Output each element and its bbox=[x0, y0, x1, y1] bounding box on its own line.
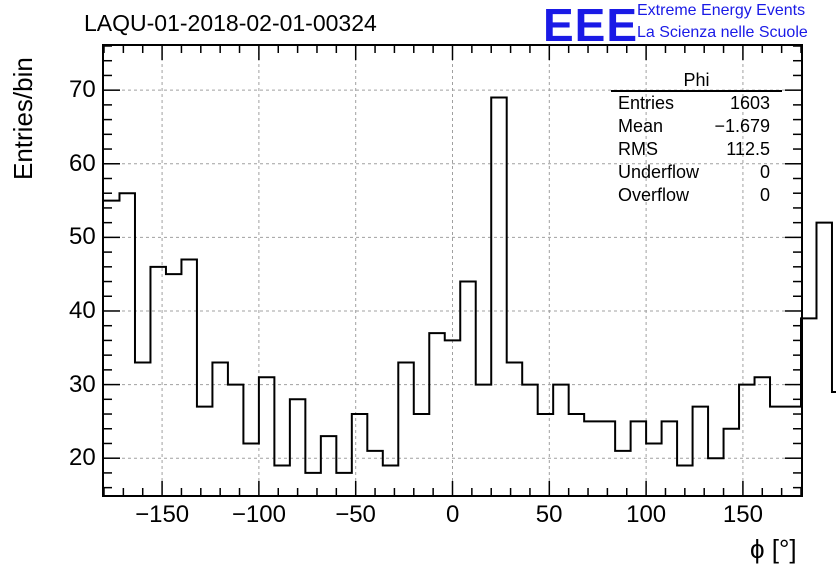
plot-frame bbox=[102, 44, 803, 497]
stats-row-underflow: Underflow 0 bbox=[611, 161, 779, 184]
x-tick-label: 0 bbox=[446, 501, 460, 528]
y-tick-label: 30 bbox=[69, 370, 96, 398]
stats-label: Overflow bbox=[618, 185, 690, 205]
x-tick-label: −100 bbox=[231, 501, 286, 528]
logo-subtitle-line1: Extreme Energy Events bbox=[637, 2, 806, 19]
y-tick-label: 20 bbox=[69, 444, 96, 472]
y-axis-label: Entries/bin bbox=[8, 57, 38, 180]
x-tick-label: 150 bbox=[722, 501, 763, 528]
stats-box: Phi Entries 1603 Mean −1.679 RMS 112.5 U… bbox=[611, 70, 782, 207]
eee-logo: EEE bbox=[543, 0, 639, 51]
x-axis-label: ϕ [°] bbox=[750, 534, 797, 564]
y-tick-label: 40 bbox=[69, 296, 96, 324]
histogram-series bbox=[104, 96, 836, 474]
stats-value: 0 bbox=[759, 185, 770, 205]
x-tick-label: 50 bbox=[535, 501, 563, 528]
x-tick-label: 100 bbox=[626, 501, 667, 528]
stats-title: Phi bbox=[611, 70, 782, 92]
y-tick-label: 60 bbox=[69, 149, 96, 177]
logo-subtitle-line2: La Scienza nelle Scuole bbox=[637, 24, 808, 41]
grid-lines bbox=[104, 46, 801, 495]
stats-label: Underflow bbox=[618, 162, 700, 182]
y-tick-label: 70 bbox=[69, 76, 96, 104]
x-tick-label: −50 bbox=[335, 501, 376, 528]
stats-value: 0 bbox=[759, 162, 770, 182]
y-tick-label: 50 bbox=[69, 223, 96, 251]
stats-row-overflow: Overflow 0 bbox=[611, 184, 779, 207]
stats-value: 1603 bbox=[729, 93, 770, 113]
stats-row-entries: Entries 1603 bbox=[611, 92, 779, 115]
stats-label: RMS bbox=[618, 139, 658, 159]
stats-label: Mean bbox=[618, 116, 664, 136]
stats-value: −1.679 bbox=[714, 116, 770, 136]
x-tick-label: −150 bbox=[135, 501, 190, 528]
stats-value: 112.5 bbox=[726, 139, 770, 159]
stats-row-rms: RMS 112.5 bbox=[611, 138, 779, 161]
chart-title: LAQU-01-2018-02-01-00324 bbox=[84, 10, 377, 36]
stats-row-mean: Mean −1.679 bbox=[611, 115, 779, 138]
stats-label: Entries bbox=[618, 93, 675, 113]
